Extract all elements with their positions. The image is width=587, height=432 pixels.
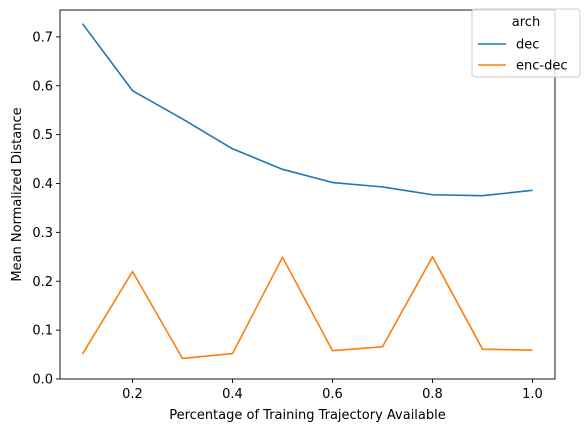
x-tick-label: 0.8 <box>422 387 443 402</box>
y-axis: 0.0 0.1 0.2 0.3 0.4 0.5 0.6 0.7 <box>32 30 60 388</box>
x-axis: 0.2 0.4 0.6 0.8 1.0 <box>122 379 543 402</box>
y-tick-label: 0.3 <box>32 226 53 241</box>
x-tick-label: 0.6 <box>322 387 343 402</box>
x-tick-label: 1.0 <box>522 387 543 402</box>
x-tick-label: 0.4 <box>222 387 243 402</box>
y-tick-label: 0.2 <box>32 275 53 290</box>
series-line-dec <box>81 23 533 197</box>
y-tick-label: 0.1 <box>32 324 53 339</box>
y-tick-label: 0.4 <box>32 177 53 192</box>
y-tick-label: 0.5 <box>32 128 53 143</box>
series-line-enc-dec <box>81 256 533 360</box>
x-axis-label: Percentage of Training Trajectory Availa… <box>169 408 446 423</box>
y-axis-label: Mean Normalized Distance <box>10 107 25 281</box>
series-lines <box>81 23 533 360</box>
legend-title: arch <box>512 15 540 30</box>
legend-box <box>471 8 581 78</box>
y-tick-label: 0.7 <box>32 30 53 45</box>
x-tick-label: 0.2 <box>122 387 143 402</box>
y-tick-label: 0.0 <box>32 373 53 388</box>
legend: arch dec enc-dec <box>471 8 581 78</box>
legend-items: dec enc-dec <box>478 38 567 74</box>
legend-label-enc-dec: enc-dec <box>516 59 567 74</box>
legend-label-dec: dec <box>516 38 539 53</box>
y-tick-label: 0.6 <box>32 79 53 94</box>
